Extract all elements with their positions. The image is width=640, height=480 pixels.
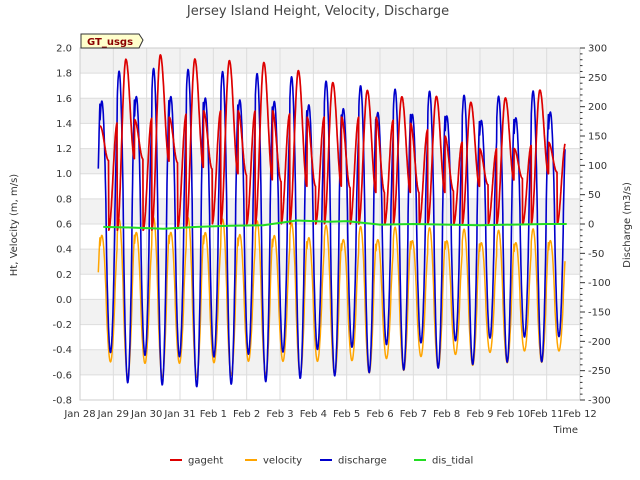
y-left-tick-label: 0.8 — [56, 194, 72, 205]
y-left-tick-label: 1.4 — [56, 119, 72, 130]
y-right-tick-label: -200 — [588, 337, 611, 348]
y-left-tick-label: 0.0 — [56, 295, 72, 306]
x-tick-label: Jan 30 — [130, 409, 162, 420]
x-tick-label: Jan 31 — [163, 409, 195, 420]
legend-label-velocity: velocity — [263, 456, 302, 467]
y-left-tick-label: 0.2 — [56, 270, 72, 281]
legend-label-discharge: discharge — [338, 456, 387, 467]
y-right-tick-label: 200 — [588, 102, 607, 113]
y-right-tick-label: -250 — [588, 366, 611, 377]
legend-label-dis-tidal: dis_tidal — [432, 456, 473, 467]
x-tick-label: Feb 12 — [563, 409, 597, 420]
gageht-series-line — [99, 54, 566, 232]
y-left-tick-label: 1.8 — [56, 69, 72, 80]
y-left-tick-label: 1.6 — [56, 94, 72, 105]
badge-box — [80, 33, 144, 49]
x-tick-label: Feb 1 — [200, 409, 227, 420]
x-tick-label: Feb 8 — [433, 409, 460, 420]
dis-tidal-series-line — [103, 219, 567, 230]
y-right-tick-label: 150 — [588, 132, 607, 143]
plot-band — [80, 48, 580, 74]
x-tick-label: Feb 6 — [366, 409, 393, 420]
x-axis-title: Time — [553, 425, 578, 436]
x-tick-label: Feb 5 — [333, 409, 360, 420]
y-left-tick-label: 1.0 — [56, 169, 72, 180]
x-tick-label: Feb 2 — [233, 409, 260, 420]
y-left-tick-label: 0.6 — [56, 220, 72, 231]
y-axis-right-title: Discharge (m3/s) — [622, 182, 633, 268]
y-right-tick-label: -100 — [588, 278, 611, 289]
y-right-tick-label: -150 — [588, 308, 611, 319]
x-tick-label: Feb 11 — [530, 409, 564, 420]
y-axis-left-title: Ht, Velocity (m, m/s) — [9, 174, 20, 277]
chart-title: Jersey Island Height, Velocity, Discharg… — [186, 4, 449, 19]
y-left-tick-label: 2.0 — [56, 44, 72, 55]
y-left-tick-label: -0.8 — [52, 396, 72, 407]
x-tick-label: Jan 28 — [63, 409, 95, 420]
x-tick-label: Feb 10 — [497, 409, 531, 420]
x-tick-label: Feb 7 — [400, 409, 427, 420]
series-lines — [97, 54, 567, 388]
legend: gageht velocity discharge dis_tidal — [170, 456, 473, 467]
y-left-tick-label: -0.2 — [52, 320, 72, 331]
badge-label: GT_usgs — [87, 37, 133, 48]
discharge-series-line — [97, 67, 566, 388]
x-tick-label: Jan 29 — [97, 409, 129, 420]
x-tick-label: Feb 4 — [300, 409, 327, 420]
y-left-tick-label: -0.6 — [52, 370, 72, 381]
x-tick-label: Feb 3 — [266, 409, 293, 420]
badge: GT_usgs — [80, 33, 144, 49]
y-right-tick-label: -50 — [588, 249, 604, 260]
y-left-tick-label: 0.4 — [56, 245, 72, 256]
axes: -0.8 -0.6 -0.4 -0.2 0.0 0.2 0.4 0.6 0.8 1.0 1.2 1.4… — [52, 44, 610, 421]
y-left-tick-label: 1.2 — [56, 144, 72, 155]
y-right-tick-label: 300 — [588, 44, 607, 55]
y-right-tick-label: 50 — [588, 190, 601, 201]
y-right-tick-label: 100 — [588, 161, 607, 172]
x-tick-label: Feb 9 — [466, 409, 493, 420]
legend-label-gageht: gageht — [188, 456, 223, 467]
y-right-tick-label: 0 — [588, 220, 594, 231]
y-right-tick-label: -300 — [588, 396, 611, 407]
y-right-tick-label: 250 — [588, 73, 607, 84]
y-left-tick-label: -0.4 — [52, 345, 72, 356]
